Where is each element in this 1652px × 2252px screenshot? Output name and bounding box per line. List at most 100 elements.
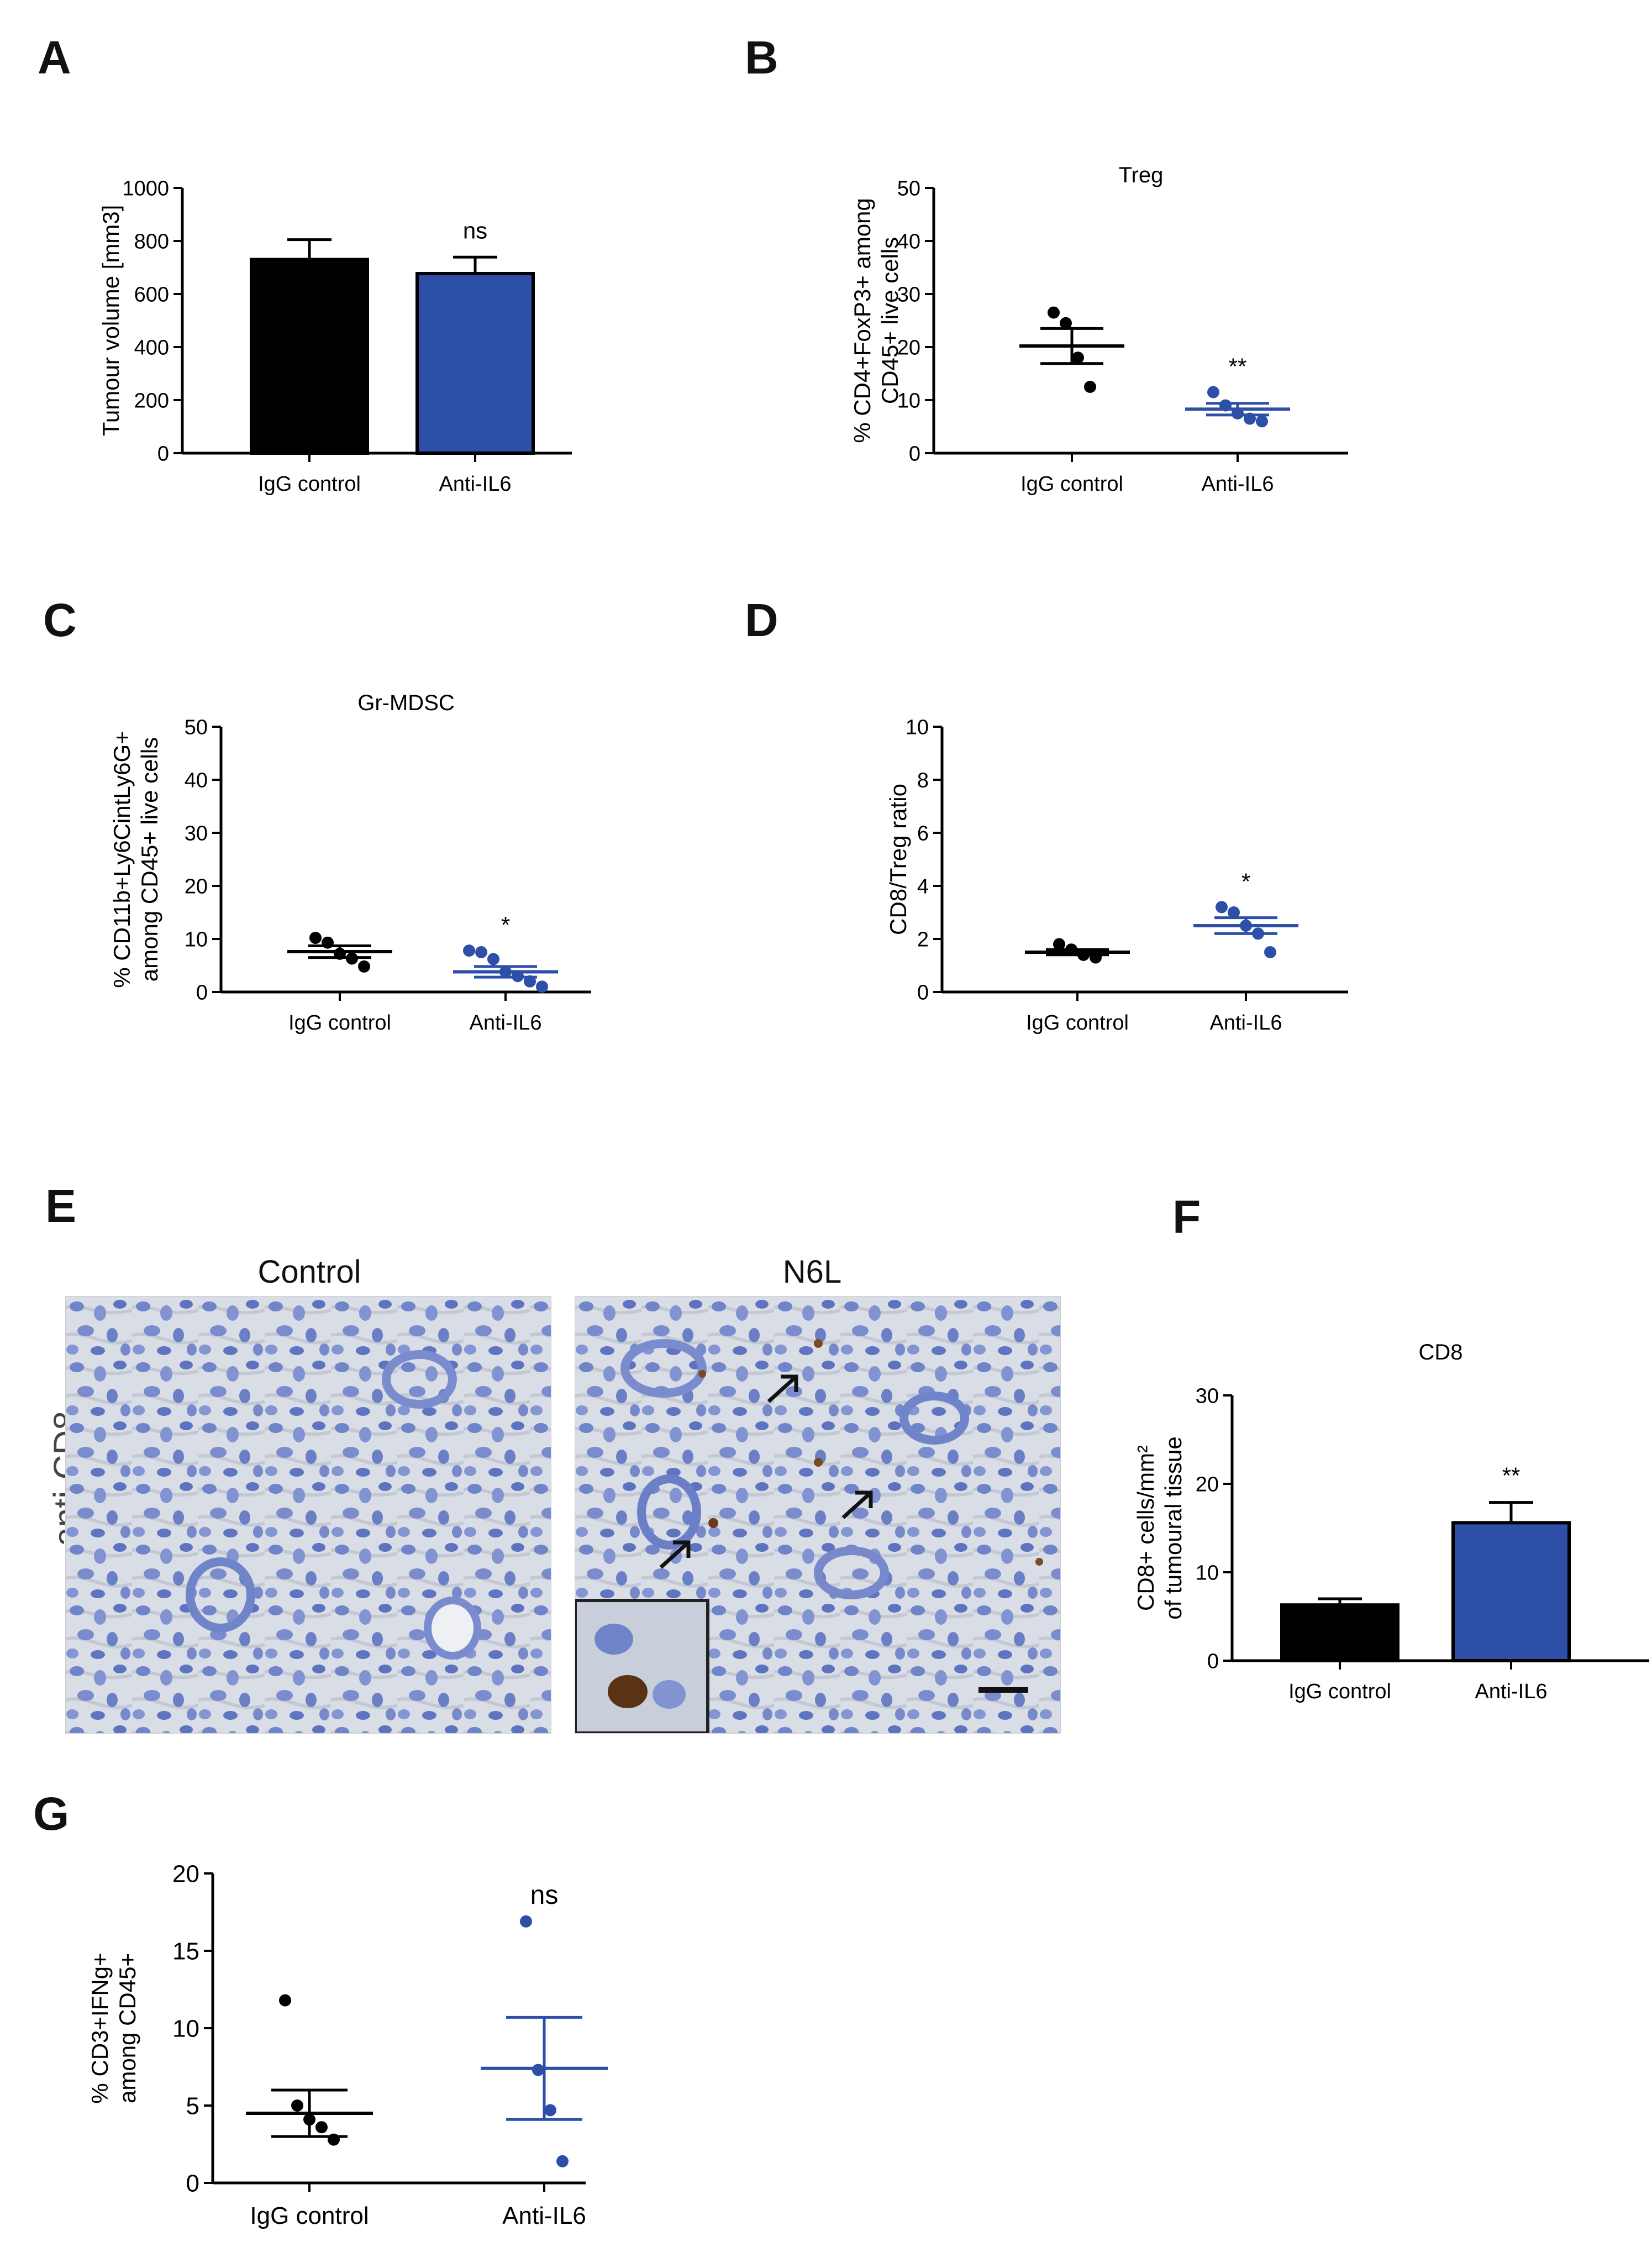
data-point [536, 980, 548, 993]
panel-label-a: A [38, 32, 71, 83]
y-tick-label: 40 [897, 230, 920, 253]
significance-label: * [501, 912, 510, 938]
y-tick-label: 20 [1196, 1473, 1219, 1496]
y-axis-label: of tumoural tissue [1160, 1436, 1186, 1620]
chart-g: 0 5 10 15 20 IgG control Anti-IL6 % CD3+IFNg+ am… [87, 1860, 608, 2229]
y-axis-label: Tumour volume [mm3] [98, 205, 124, 437]
histology-title-n6l: N6L [782, 1254, 842, 1290]
y-tick-label: 0 [157, 442, 169, 465]
panel-label-f: F [1172, 1191, 1201, 1243]
histology-image-control [65, 1296, 551, 1734]
chart-c: 0 10 20 30 40 50 IgG control Anti-IL6 Gr-MDSC % C… [109, 691, 591, 1035]
y-axis-label: CD8/Treg ratio [885, 784, 911, 935]
data-point [1053, 938, 1065, 951]
histology-image-n6l [575, 1296, 1061, 1734]
panel-label-c: C [43, 594, 77, 646]
arrow-icon [767, 1374, 798, 1403]
y-tick-label: 600 [134, 283, 169, 306]
y-tick-label: 0 [1207, 1650, 1219, 1673]
data-point [1048, 306, 1060, 319]
data-point [1256, 415, 1268, 428]
y-tick-label: 6 [917, 822, 929, 845]
data-point [1207, 386, 1219, 398]
y-tick-label: 10 [906, 716, 929, 739]
x-tick-label: IgG control [250, 2202, 369, 2229]
data-point [487, 953, 499, 965]
y-tick-label: 30 [185, 822, 208, 845]
chart-title: CD8 [1418, 1340, 1462, 1364]
data-point [291, 2099, 303, 2112]
x-tick-label: IgG control [1288, 1680, 1391, 1703]
panel-label-d: D [745, 594, 778, 646]
y-tick-label: 10 [185, 928, 208, 951]
y-tick-label: 10 [1196, 1561, 1219, 1584]
x-tick-label: Anti-IL6 [1202, 473, 1274, 496]
panel-label-g: G [33, 1788, 70, 1840]
chart-f: 0 10 20 30 IgG control Anti-IL6 CD8 CD8+ cells/… [1133, 1340, 1649, 1703]
histology-title-control: Control [257, 1254, 361, 1290]
data-point [309, 932, 322, 944]
x-tick-label: Anti-IL6 [1210, 1011, 1282, 1035]
data-point [520, 1915, 532, 1928]
data-point [463, 944, 475, 957]
bar [1280, 1603, 1400, 1662]
data-point [279, 1994, 291, 2007]
data-point [315, 2121, 328, 2134]
y-axis-label: among CD45+ [114, 1953, 140, 2103]
data-point [1264, 946, 1276, 958]
data-point [1216, 901, 1228, 914]
x-tick-label: IgG control [1020, 473, 1123, 496]
y-tick-label: 0 [917, 981, 929, 1004]
y-tick-label: 200 [134, 389, 169, 412]
arrow-icon [659, 1540, 691, 1569]
data-point [358, 960, 370, 973]
y-tick-label: 0 [196, 981, 208, 1004]
data-point [1084, 381, 1096, 393]
y-tick-label: 20 [172, 1860, 199, 1887]
x-tick-label: IgG control [288, 1011, 391, 1035]
panel-label-b: B [745, 32, 778, 83]
arrow-icon [841, 1490, 873, 1519]
x-tick-label: IgG control [258, 473, 361, 496]
y-tick-label: 40 [185, 769, 208, 792]
data-point [544, 2104, 556, 2117]
chart-a: 0 200 400 600 800 1000 IgG control Anti-IL6 Tumo… [98, 177, 572, 496]
bar [1451, 1521, 1571, 1662]
x-tick-label: Anti-IL6 [439, 473, 512, 496]
y-axis-label: CD8+ cells/mm² [1133, 1445, 1159, 1611]
y-tick-label: 50 [185, 716, 208, 739]
chart-title: Gr-MDSC [357, 691, 455, 715]
y-axis-label: CD45+ live cells [877, 237, 903, 404]
inset-box [575, 1599, 709, 1733]
chart-title: Treg [1119, 163, 1164, 187]
x-tick-label: Anti-IL6 [1475, 1680, 1548, 1703]
y-axis-label: % CD3+IFNg+ [87, 1952, 113, 2103]
y-tick-label: 0 [186, 2170, 199, 2197]
data-point [1060, 317, 1072, 329]
y-tick-label: 30 [1196, 1384, 1219, 1408]
y-tick-label: 15 [172, 1938, 199, 1965]
y-tick-label: 10 [172, 2015, 199, 2042]
data-point [475, 946, 487, 958]
bar [415, 272, 535, 455]
panel-label-e: E [45, 1180, 77, 1232]
y-tick-label: 800 [134, 230, 169, 253]
data-point [1072, 351, 1084, 364]
data-point [1228, 906, 1240, 918]
y-axis-label: % CD11b+Ly6CintLy6G+ [109, 731, 135, 988]
y-tick-label: 2 [917, 928, 929, 951]
y-tick-label: 5 [186, 2092, 199, 2119]
y-tick-label: 30 [897, 283, 920, 306]
significance-label: ns [463, 217, 487, 243]
y-tick-label: 0 [909, 442, 920, 465]
y-tick-label: 400 [134, 336, 169, 359]
y-tick-label: 4 [917, 875, 929, 898]
y-tick-label: 1000 [122, 177, 169, 200]
y-tick-label: 20 [897, 336, 920, 359]
data-point [556, 2155, 569, 2167]
significance-label: ** [1502, 1463, 1521, 1489]
y-tick-label: 20 [185, 875, 208, 898]
x-tick-label: IgG control [1026, 1011, 1129, 1035]
y-tick-label: 10 [897, 389, 920, 412]
